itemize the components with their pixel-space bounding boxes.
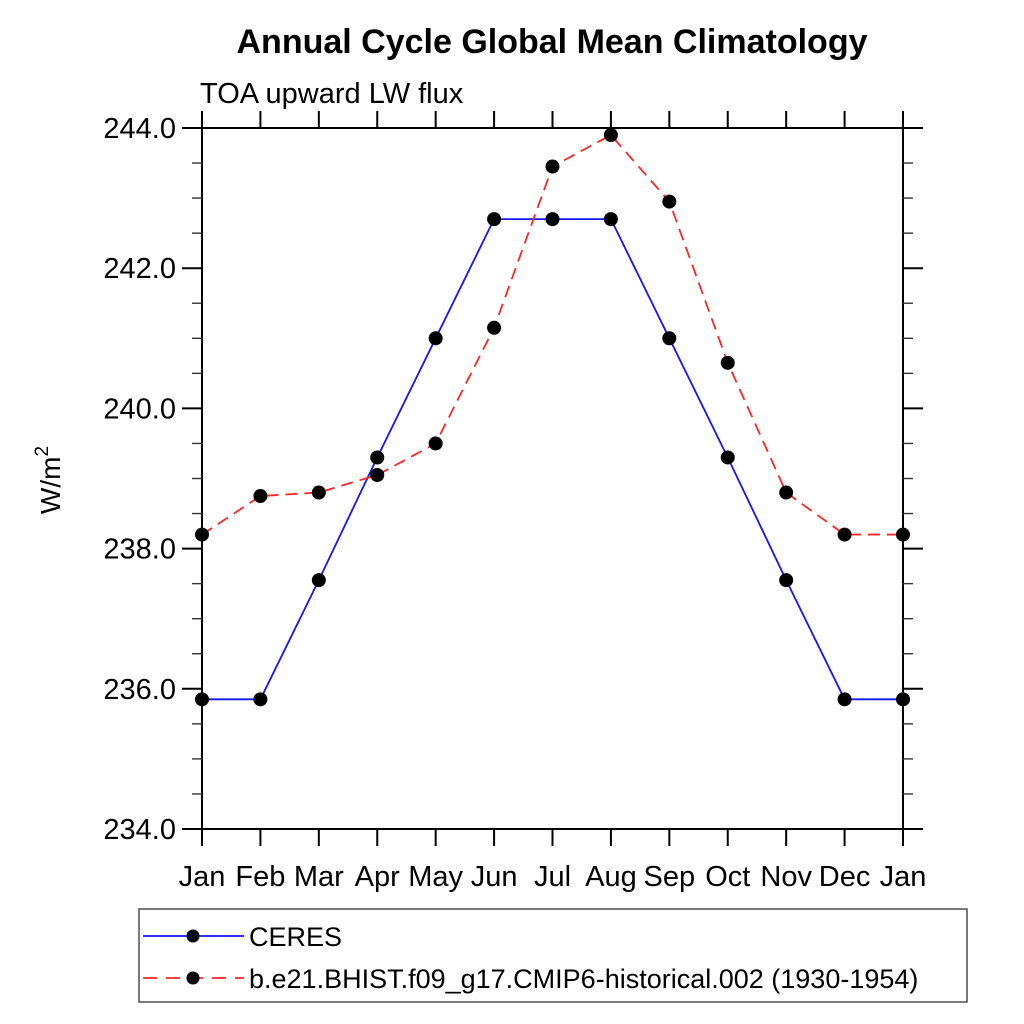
data-point-0-dec	[837, 692, 852, 707]
y-axis-title-base: W/m	[35, 457, 66, 515]
legend-box	[138, 908, 968, 1003]
legend: CERES b.e21.BHIST.f09_g17.CMIP6-historic…	[138, 908, 968, 1003]
data-point-0-sep	[662, 331, 677, 346]
x-axis-tick-label: Jan	[880, 861, 927, 893]
data-point-0-jul	[545, 212, 560, 227]
y-axis-tick-label: 234.0	[103, 814, 176, 846]
legend-item-ceres: CERES	[143, 922, 342, 952]
y-axis-tick-label: 240.0	[103, 393, 176, 425]
data-point-1-apr	[370, 467, 385, 482]
data-point-1-oct	[720, 355, 735, 370]
x-axis-tick-label: Jan	[179, 861, 226, 893]
legend-item-model: b.e21.BHIST.f09_g17.CMIP6-historical.002…	[143, 964, 918, 994]
data-point-0-jun	[487, 212, 502, 227]
x-axis-tick-label: Nov	[760, 861, 812, 893]
data-point-0-jan	[896, 692, 910, 707]
chart-subtitle: TOA upward LW flux	[200, 78, 464, 110]
x-axis-tick-label: Jul	[534, 861, 571, 893]
data-point-1-sep	[662, 194, 677, 209]
y-axis-tick-label: 244.0	[103, 113, 176, 145]
data-point-1-jul	[545, 159, 560, 174]
y-axis-tick-label: 238.0	[103, 534, 176, 566]
y-axis-title-exponent: 2	[32, 446, 53, 457]
data-point-0-apr	[370, 450, 385, 465]
series-line-0	[202, 218, 903, 701]
data-point-1-feb	[253, 489, 268, 504]
legend-label-model: b.e21.BHIST.f09_g17.CMIP6-historical.002…	[249, 964, 918, 994]
data-point-1-jun	[487, 320, 502, 335]
x-axis-tick-label: Apr	[355, 861, 400, 893]
plot-frame	[201, 127, 904, 830]
x-axis-tick-label: Mar	[294, 861, 344, 893]
data-point-0-mar	[311, 573, 326, 588]
data-point-0-jan	[195, 692, 209, 707]
y-axis-tick-label: 236.0	[103, 674, 176, 706]
data-point-1-nov	[779, 485, 794, 500]
legend-marker-ceres-icon	[186, 929, 200, 943]
x-axis-tick-label: Oct	[705, 861, 750, 893]
y-axis-tick-label: 242.0	[103, 253, 176, 285]
data-point-1-aug	[603, 128, 618, 143]
x-axis-tick-label: Aug	[585, 861, 637, 893]
data-point-0-aug	[603, 212, 618, 227]
plot-series	[195, 128, 910, 707]
data-point-0-oct	[720, 450, 735, 465]
x-axis-tick-label: Jun	[471, 861, 518, 893]
data-point-0-feb	[253, 692, 268, 707]
data-point-0-may	[428, 331, 443, 346]
legend-label-ceres: CERES	[249, 922, 342, 952]
data-point-1-jan	[195, 527, 209, 542]
x-axis-tick-label: Dec	[819, 861, 871, 893]
x-axis-tick-label: Feb	[235, 861, 285, 893]
y-axis-title: W/m2	[32, 446, 66, 514]
series-line-1	[201, 133, 903, 536]
chart-title: Annual Cycle Global Mean Climatology	[237, 23, 868, 61]
legend-marker-model-icon	[186, 971, 200, 985]
plot-axes: 234.0 236.0 238.0 240.0 242.0 244.0 Jan Feb Mar A…	[103, 111, 926, 893]
data-point-1-mar	[311, 485, 326, 500]
x-axis-tick-label: Sep	[644, 861, 696, 893]
data-point-1-jan	[896, 527, 910, 542]
x-axis-tick-label: May	[408, 861, 463, 893]
data-point-1-dec	[837, 527, 852, 542]
data-point-1-may	[428, 436, 443, 451]
data-point-0-nov	[779, 573, 794, 588]
